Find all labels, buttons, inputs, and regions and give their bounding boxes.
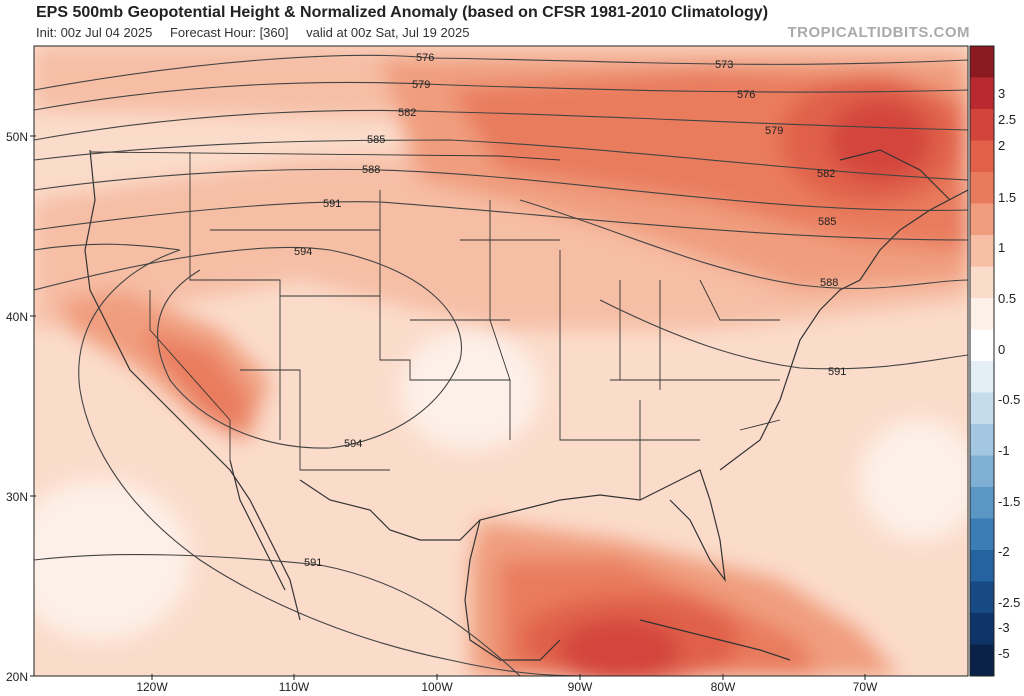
contour-label: 588 <box>362 164 380 176</box>
lon-label-90w: 90W <box>567 680 593 694</box>
colorbar-swatch <box>970 644 994 677</box>
height-contours <box>34 54 968 676</box>
colorbar-swatch <box>970 109 994 141</box>
lat-label-20n: 20N <box>6 670 29 684</box>
lon-label-120w: 120W <box>136 680 168 694</box>
colorbar-label: 1.5 <box>998 190 1017 205</box>
init-time: Init: 00z Jul 04 2025 <box>36 25 153 40</box>
colorbar-swatch <box>970 140 994 173</box>
colorbar-swatch <box>970 172 994 204</box>
contour-label: 591 <box>323 198 341 210</box>
lon-label-110w: 110W <box>278 680 310 694</box>
colorbar-label: -3 <box>998 620 1010 635</box>
contour-label: 588 <box>820 277 838 289</box>
lat-label-30n: 30N <box>6 490 29 504</box>
colorbar-label: 2.5 <box>998 112 1017 127</box>
colorbar-swatch <box>970 203 994 236</box>
colorbar-swatch <box>970 77 994 110</box>
colorbar-label: 0 <box>998 342 1006 357</box>
contour-label: 591 <box>304 557 322 569</box>
lon-label-70w: 70W <box>852 680 878 694</box>
colorbar-swatch <box>970 392 994 425</box>
lat-label-50n: 50N <box>6 130 29 144</box>
axis-ticks <box>30 135 866 680</box>
contour-label: 594 <box>344 438 362 450</box>
contour-labels: 576 579 582 585 588 591 594 573 576 579 … <box>294 52 846 569</box>
site-credit: TROPICALTIDBITS.COM <box>787 24 970 41</box>
colorbar-label: 0.5 <box>998 291 1017 306</box>
colorbar-swatch <box>970 518 994 551</box>
colorbar-swatch <box>970 266 994 299</box>
contour-label: 573 <box>715 59 733 71</box>
colorbar-swatch <box>970 550 994 582</box>
colorbar-label: 1 <box>998 240 1006 255</box>
lon-label-80w: 80W <box>710 680 736 694</box>
contour-label: 579 <box>412 79 430 91</box>
contour-label: 585 <box>367 134 385 146</box>
map-title: EPS 500mb Geopotential Height & Normaliz… <box>36 4 769 21</box>
colorbar-swatch <box>970 329 994 362</box>
valid-time: valid at 00z Sat, Jul 19 2025 <box>306 25 470 40</box>
colorbar-label: -2.5 <box>998 595 1021 610</box>
colorbar-label: -0.5 <box>998 392 1021 407</box>
colorbar-swatch <box>970 613 994 645</box>
contour-label: 576 <box>416 52 434 64</box>
colorbar-swatch <box>970 298 994 330</box>
colorbar-swatch <box>970 46 994 78</box>
contour-label: 582 <box>398 107 416 119</box>
map-frame <box>33 45 969 677</box>
colorbar-label: 2 <box>998 138 1006 153</box>
contour-label: 579 <box>765 125 783 137</box>
colorbar-label: -1.5 <box>998 494 1021 509</box>
coastlines <box>84 149 968 661</box>
contour-label: 576 <box>737 89 755 101</box>
contour-label: 585 <box>818 216 836 228</box>
colorbar-swatch <box>970 235 994 267</box>
colorbar <box>969 45 995 677</box>
lon-label-100w: 100W <box>421 680 453 694</box>
colorbar-swatch <box>970 487 994 519</box>
colorbar-label: -2 <box>998 544 1010 559</box>
forecast-hour: Forecast Hour: [360] <box>169 25 289 40</box>
colorbar-swatch <box>970 455 994 488</box>
colorbar-label: 3 <box>998 86 1006 101</box>
colorbar-frame <box>969 45 995 677</box>
colorbar-swatch <box>970 361 994 393</box>
lat-label-40n: 40N <box>6 310 29 324</box>
colorbar-label: -1 <box>998 443 1010 458</box>
state-borders <box>89 151 781 500</box>
colorbar-label: -5 <box>998 646 1010 661</box>
contour-label: 594 <box>294 246 312 258</box>
contour-label: 582 <box>817 168 835 180</box>
colorbar-swatch <box>970 424 994 456</box>
map-subtitle: Init: 00z Jul 04 2025 Forecast Hour: [36… <box>36 25 483 40</box>
contour-label: 591 <box>828 366 846 378</box>
colorbar-swatch <box>970 581 994 614</box>
